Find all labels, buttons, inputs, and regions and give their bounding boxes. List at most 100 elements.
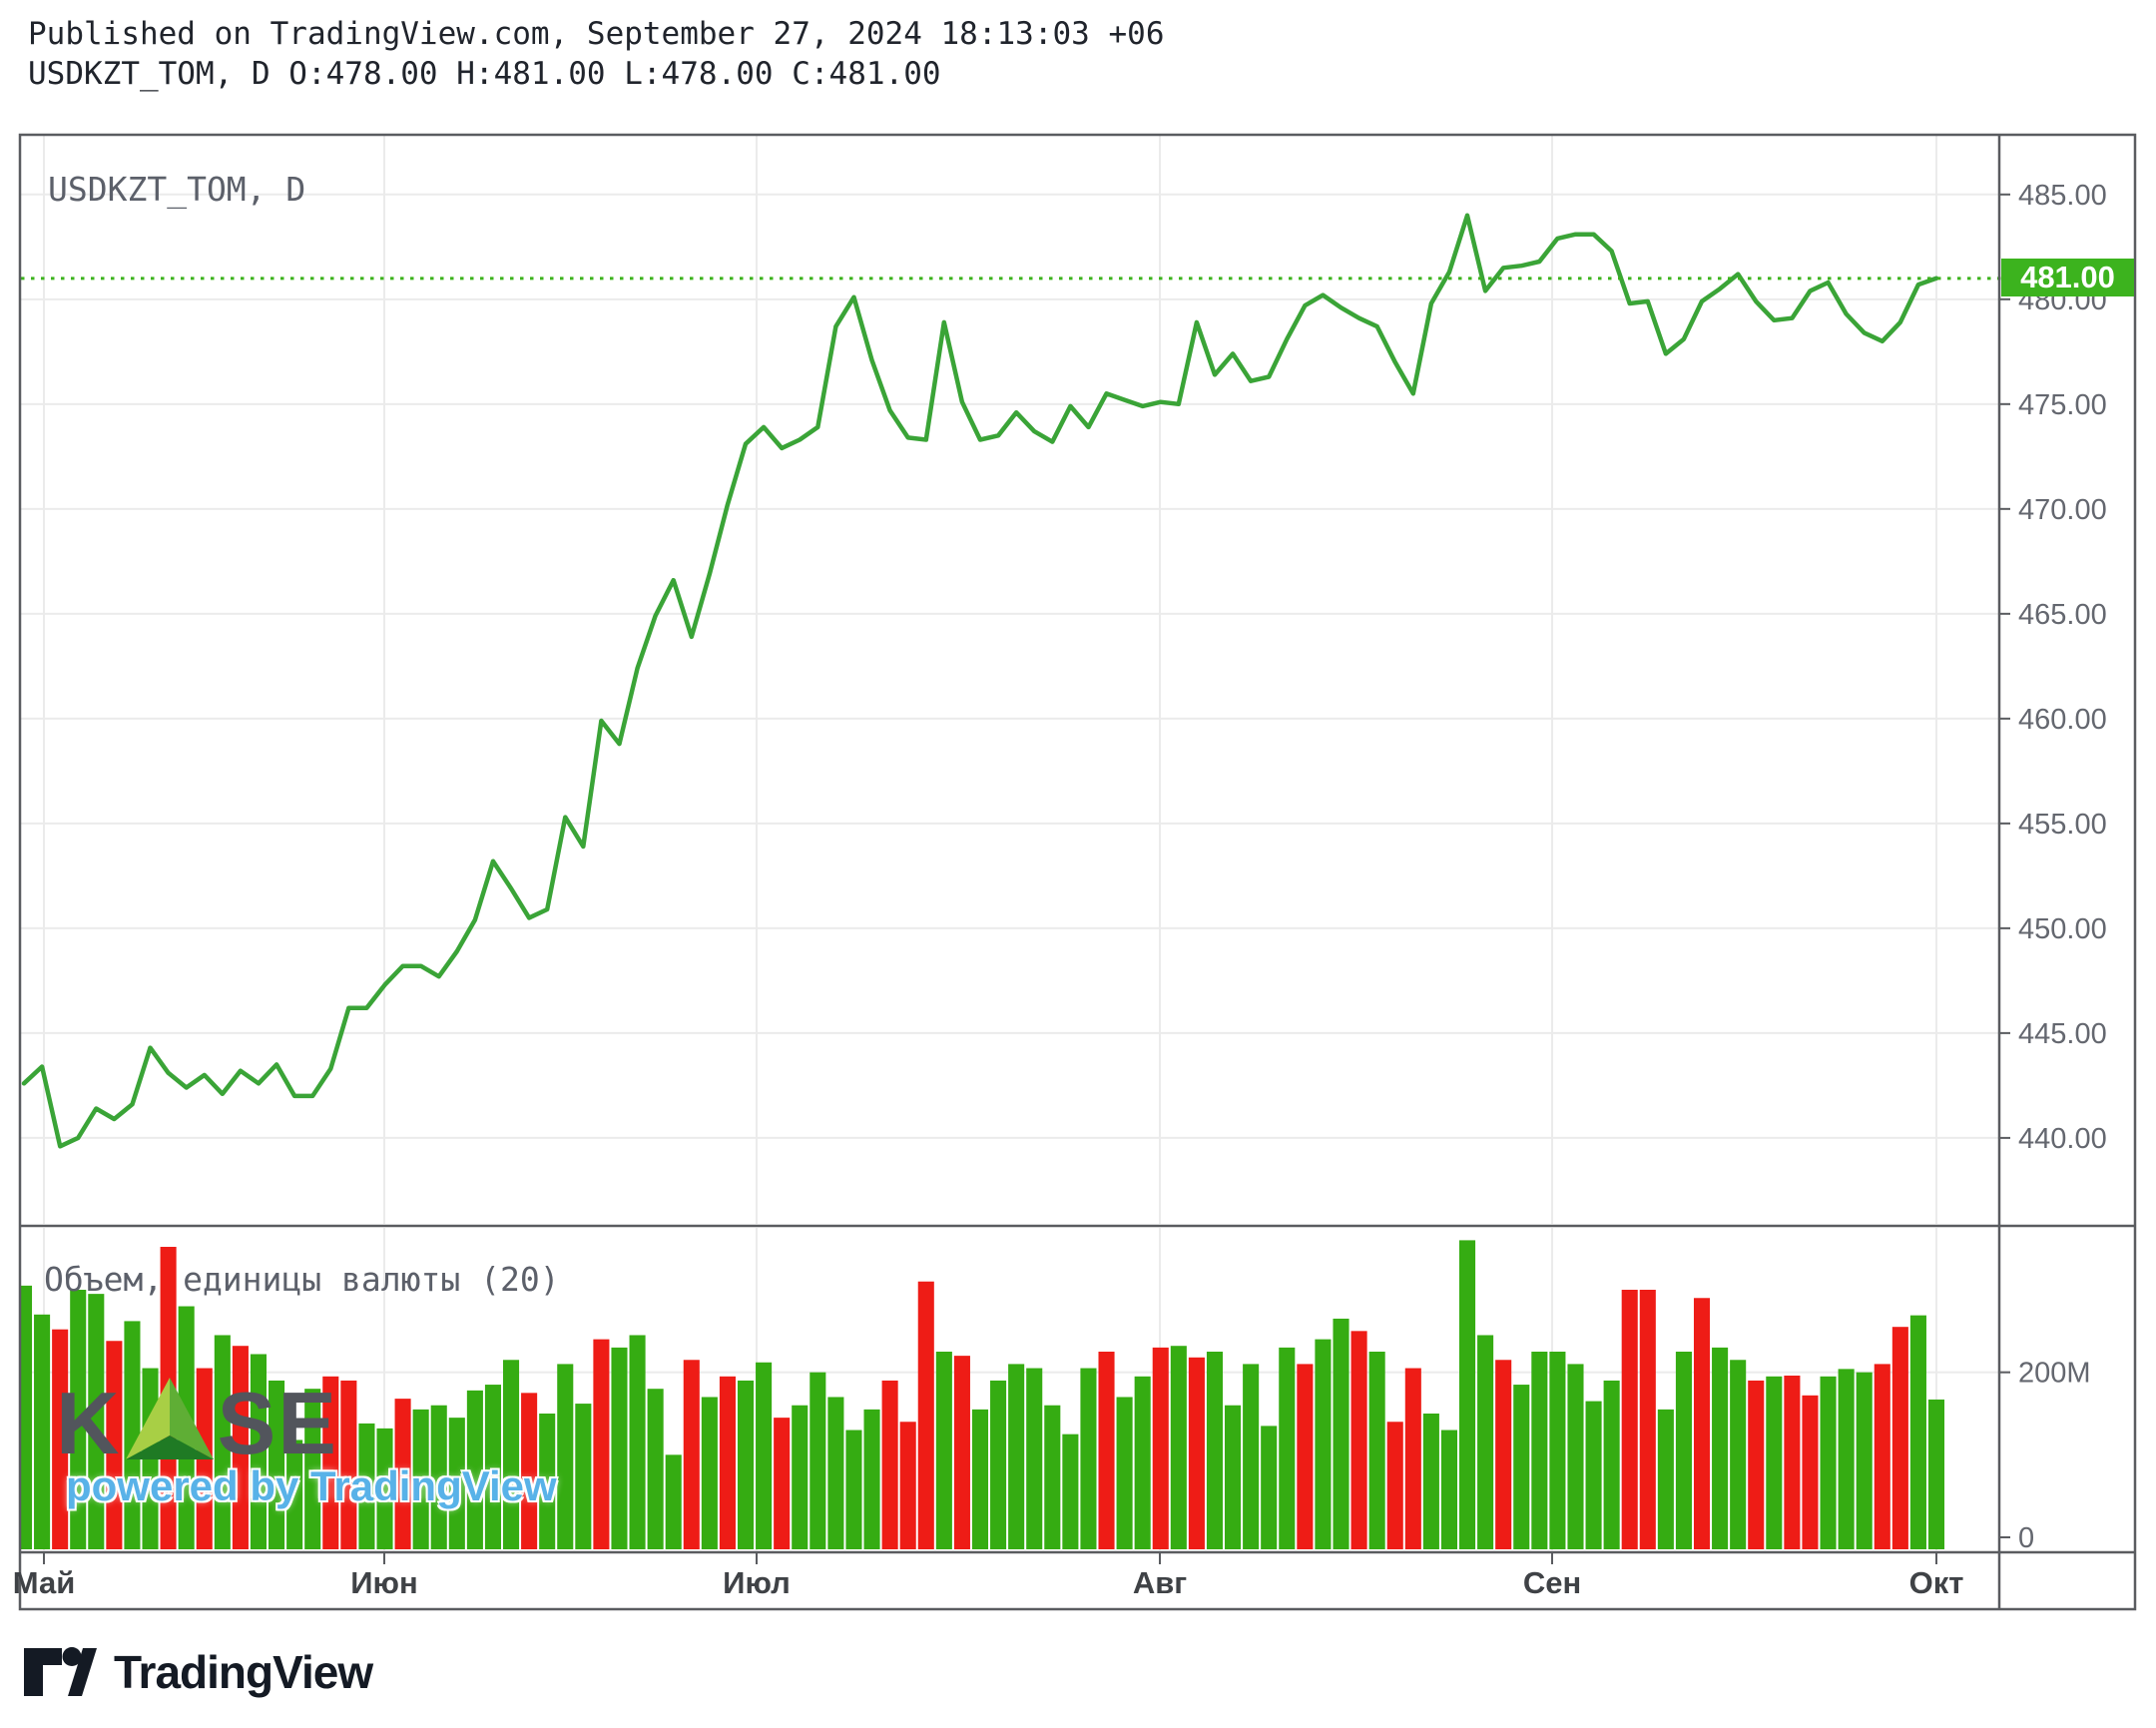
volume-bar xyxy=(448,1418,465,1549)
volume-bar xyxy=(1225,1405,1242,1549)
price-tick-label: 485.00 xyxy=(2018,180,2107,212)
volume-bar xyxy=(286,1440,303,1549)
volume-bar xyxy=(971,1409,989,1549)
volume-bar xyxy=(1261,1426,1278,1549)
symbol-label: USDKZT_TOM, D xyxy=(48,170,306,209)
volume-bar xyxy=(1170,1346,1187,1549)
volume-bar xyxy=(322,1376,339,1549)
volume-bar xyxy=(539,1414,556,1549)
volume-bar xyxy=(845,1430,862,1549)
volume-bar xyxy=(484,1385,501,1549)
tradingview-logo-icon xyxy=(24,1647,97,1696)
volume-bar xyxy=(611,1347,628,1549)
volume-bars[interactable] xyxy=(16,1240,1945,1549)
volume-bar xyxy=(70,1290,87,1549)
volume-bar xyxy=(21,1285,33,1549)
volume-bar xyxy=(1820,1376,1837,1549)
volume-bar xyxy=(232,1346,249,1549)
volume-bar xyxy=(1333,1318,1349,1549)
volume-bar xyxy=(1422,1414,1439,1549)
volume-bar xyxy=(1297,1364,1314,1549)
volume-bar xyxy=(1062,1434,1079,1549)
last-price-badge[interactable]: 481.00 xyxy=(2001,259,2134,296)
volume-bar xyxy=(719,1376,736,1549)
volume-bar xyxy=(106,1341,123,1549)
volume-bar xyxy=(1909,1315,1926,1549)
volume-bar xyxy=(1080,1368,1097,1549)
volume-axis[interactable]: 200M 0 xyxy=(1999,1358,2091,1554)
price-tick-label: 475.00 xyxy=(2018,389,2107,421)
volume-bar xyxy=(1784,1375,1801,1549)
volume-bar xyxy=(1657,1409,1674,1549)
volume-bar xyxy=(503,1360,520,1549)
volume-bar xyxy=(953,1356,970,1549)
volume-bar xyxy=(214,1335,231,1549)
volume-tick-label: 200M xyxy=(2018,1358,2091,1390)
volume-bar xyxy=(1279,1347,1296,1549)
month-label: Май xyxy=(13,1565,76,1600)
month-label: Июн xyxy=(350,1565,417,1600)
volume-bar xyxy=(683,1360,700,1549)
price-tick-label: 465.00 xyxy=(2018,599,2107,631)
volume-bar xyxy=(1856,1372,1873,1549)
volume-bar xyxy=(1693,1298,1711,1549)
volume-bar xyxy=(1513,1385,1530,1549)
volume-bar xyxy=(701,1397,718,1549)
volume-bar xyxy=(34,1314,51,1549)
volume-bar xyxy=(1549,1352,1566,1549)
price-tick-label: 445.00 xyxy=(2018,1018,2107,1050)
powered-by-text: powered by TradingView xyxy=(66,1462,557,1509)
volume-bar xyxy=(1621,1290,1638,1549)
volume-bar xyxy=(304,1389,321,1549)
volume-bar xyxy=(1044,1405,1061,1549)
volume-bar xyxy=(593,1339,610,1549)
price-tick-label: 455.00 xyxy=(2018,809,2107,841)
volume-bar xyxy=(250,1354,268,1549)
time-axis[interactable]: Май Июн Июл Авг Сен Окт xyxy=(13,1552,1964,1600)
volume-bar xyxy=(665,1454,682,1549)
volume-tick-label: 0 xyxy=(2018,1522,2034,1554)
volume-bar xyxy=(935,1352,952,1549)
volume-bar xyxy=(1585,1401,1602,1549)
volume-bar xyxy=(756,1362,773,1549)
price-tick-label: 440.00 xyxy=(2018,1123,2107,1155)
volume-bar xyxy=(269,1380,285,1549)
volume-bar xyxy=(1603,1380,1620,1549)
volume-bar xyxy=(809,1372,826,1549)
volume-bar xyxy=(917,1281,934,1549)
price-axis[interactable]: 485.00480.00475.00470.00465.00460.00455.… xyxy=(1999,180,2107,1155)
volume-bar xyxy=(1477,1335,1494,1549)
volume-bar xyxy=(1766,1376,1783,1549)
volume-bar xyxy=(1495,1360,1512,1549)
volume-bar xyxy=(737,1380,755,1549)
volume-bar xyxy=(521,1393,538,1549)
volume-bar xyxy=(358,1423,375,1549)
volume-bar xyxy=(557,1364,574,1549)
volume-bar xyxy=(1134,1376,1151,1549)
volume-bar xyxy=(1440,1430,1457,1549)
volume-bar xyxy=(1315,1339,1332,1549)
volume-bar xyxy=(124,1321,141,1549)
volume-bar xyxy=(990,1380,1007,1549)
volume-bar xyxy=(629,1335,646,1549)
volume-indicator-label: Объем, единицы валюты (20) xyxy=(44,1260,560,1299)
volume-bar xyxy=(1567,1364,1584,1549)
volume-bar xyxy=(1891,1327,1908,1549)
price-tick-label: 470.00 xyxy=(2018,494,2107,526)
price-line-series[interactable] xyxy=(21,213,1939,1149)
volume-bar xyxy=(792,1405,808,1549)
volume-bar xyxy=(1026,1368,1043,1549)
volume-bar xyxy=(1639,1290,1656,1549)
tradingview-footer[interactable]: TradingView xyxy=(22,1645,373,1699)
volume-bar xyxy=(827,1397,844,1549)
volume-bar xyxy=(1206,1352,1224,1549)
last-price-value: 481.00 xyxy=(2020,260,2115,294)
volume-bar xyxy=(1838,1369,1855,1549)
month-label: Авг xyxy=(1133,1565,1187,1600)
volume-bar xyxy=(1927,1399,1945,1549)
volume-bar xyxy=(1008,1364,1025,1549)
volume-bar xyxy=(1802,1395,1819,1549)
volume-bar xyxy=(1712,1347,1729,1549)
volume-bar xyxy=(881,1380,898,1549)
